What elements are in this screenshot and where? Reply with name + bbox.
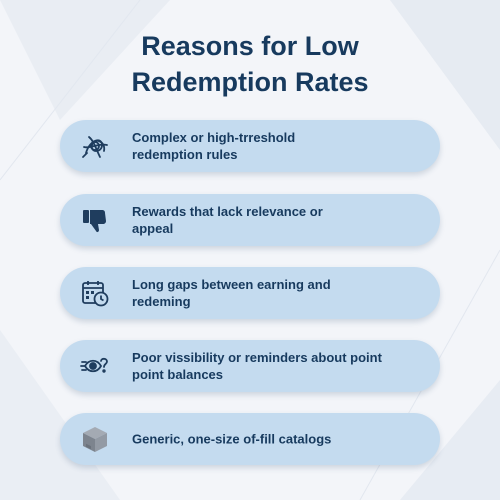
reason-text: Generic, one-size of-fill catalogs — [132, 431, 424, 448]
reason-line: Poor vissibility or reminders about poin… — [132, 350, 382, 365]
reason-line: Long gaps between earning and — [132, 277, 331, 292]
reason-line: Generic, one-size of-fill catalogs — [132, 431, 332, 447]
reason-text: Poor vissibility or reminders about poin… — [132, 349, 424, 383]
reason-card-complex-rules: Complex or high-trreshold redemption rul… — [60, 120, 440, 172]
title-line-1: Reasons for Low — [141, 31, 359, 61]
title-line-2: Redemption Rates — [131, 67, 369, 97]
reason-text: Complex or high-trreshold redemption rul… — [132, 129, 424, 163]
reason-card-irrelevant-rewards: Rewards that lack relevance or appeal — [60, 194, 440, 246]
eye-question-icon — [80, 351, 110, 381]
tangled-knot-icon — [80, 131, 110, 161]
reason-line: Complex or high-trreshold — [132, 130, 296, 145]
reason-line: point balances — [132, 367, 224, 382]
box-icon — [80, 424, 110, 454]
reason-line: redemption rules — [132, 147, 238, 162]
reason-text: Long gaps between earning and redeming — [132, 276, 424, 310]
reason-card-long-gaps: Long gaps between earning and redeming — [60, 267, 440, 319]
reason-line: redeming — [132, 294, 191, 309]
calendar-clock-icon — [80, 278, 110, 308]
page-title: Reasons for Low Redemption Rates — [0, 28, 500, 100]
reason-card-generic-catalogs: Generic, one-size of-fill catalogs — [60, 413, 440, 465]
reason-card-poor-visibility: Poor vissibility or reminders about poin… — [60, 340, 440, 392]
thumbs-down-icon — [80, 205, 110, 235]
reason-text: Rewards that lack relevance or appeal — [132, 203, 424, 237]
reason-line: appeal — [132, 221, 174, 236]
reason-line: Rewards that lack relevance or — [132, 204, 323, 219]
